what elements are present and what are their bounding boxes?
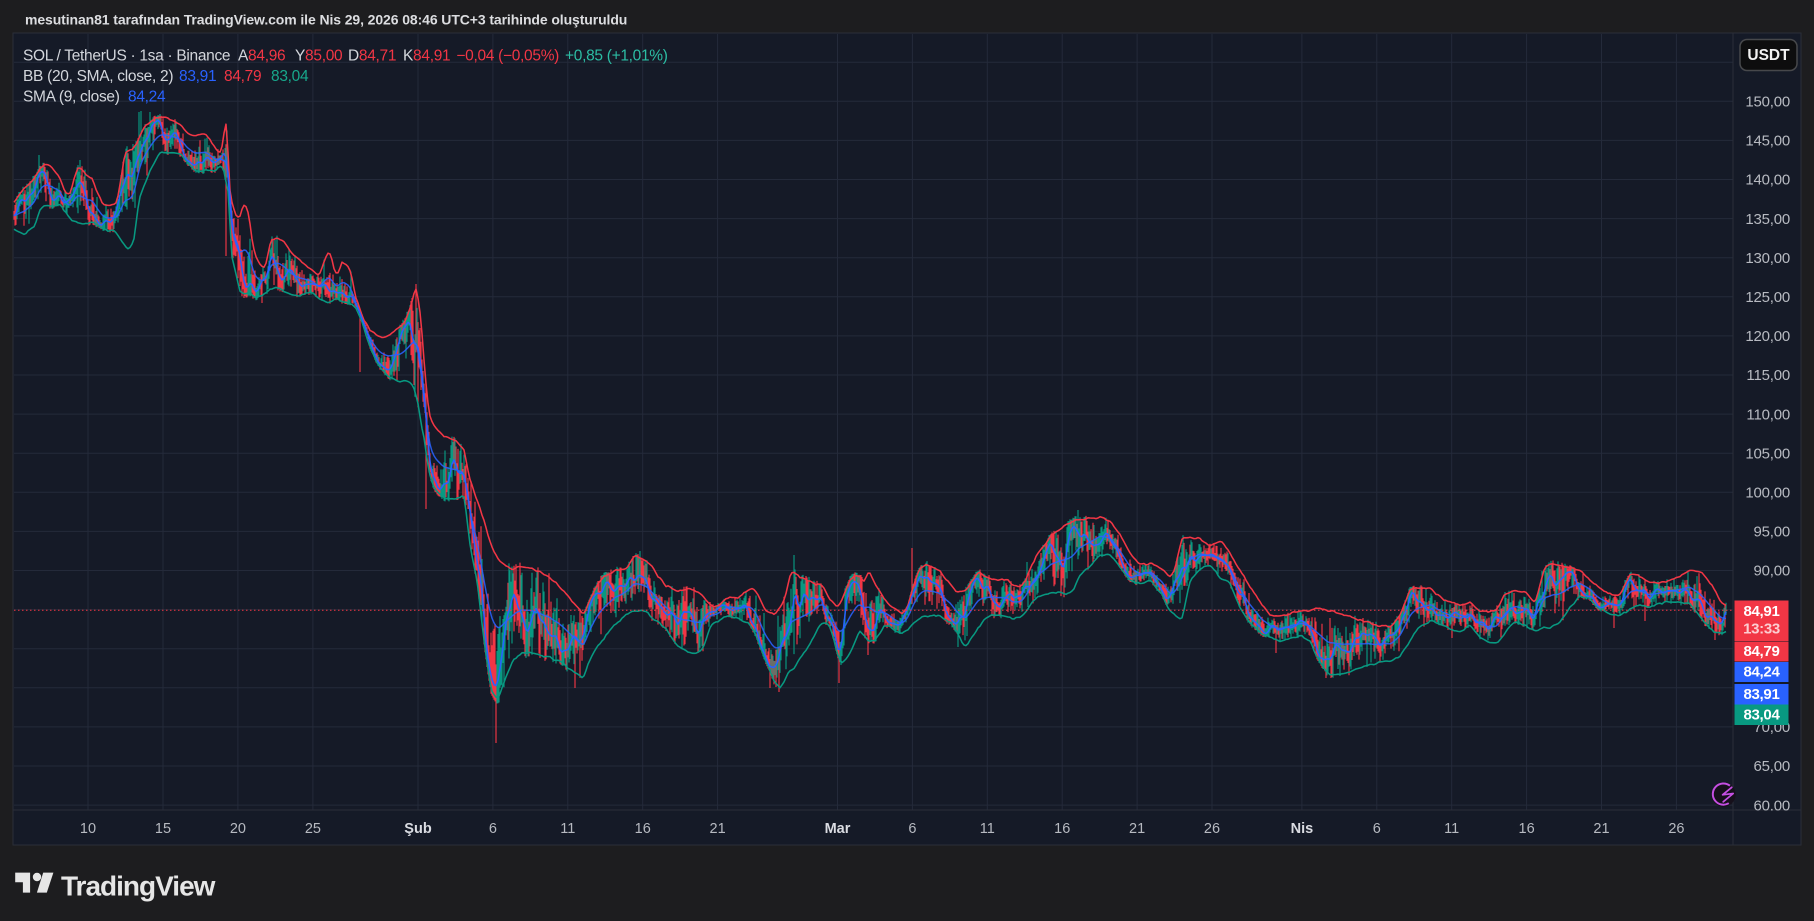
svg-text:65,00: 65,00 xyxy=(1753,758,1790,775)
svg-text:95,00: 95,00 xyxy=(1753,524,1790,541)
svg-text:Şub: Şub xyxy=(404,821,432,837)
svg-text:130,00: 130,00 xyxy=(1745,250,1790,267)
svg-text:10: 10 xyxy=(80,821,96,837)
svg-text:84,91: 84,91 xyxy=(1743,603,1779,620)
svg-text:Mar: Mar xyxy=(825,821,851,837)
svg-text:11: 11 xyxy=(980,821,995,837)
svg-text:90,00: 90,00 xyxy=(1753,563,1790,580)
svg-text:84,79: 84,79 xyxy=(1743,643,1779,660)
svg-text:TradingView: TradingView xyxy=(61,871,216,902)
svg-text:26: 26 xyxy=(1668,821,1684,837)
svg-text:26: 26 xyxy=(1204,821,1220,837)
svg-text:20: 20 xyxy=(230,821,246,837)
svg-text:83,04: 83,04 xyxy=(1743,707,1780,724)
svg-text:115,00: 115,00 xyxy=(1746,367,1790,384)
svg-text:100,00: 100,00 xyxy=(1745,485,1790,502)
svg-text:60.00: 60.00 xyxy=(1753,797,1790,814)
svg-text:mesutinan81 tarafından Trading: mesutinan81 tarafından TradingView.com i… xyxy=(25,12,627,28)
svg-text:21: 21 xyxy=(1593,821,1609,837)
svg-text:6: 6 xyxy=(1373,821,1381,837)
svg-text:110,00: 110,00 xyxy=(1746,406,1790,423)
svg-text:150,00: 150,00 xyxy=(1745,94,1790,111)
svg-text:140,00: 140,00 xyxy=(1745,172,1790,189)
svg-text:Nis: Nis xyxy=(1291,821,1314,837)
svg-text:USDT: USDT xyxy=(1747,47,1790,64)
svg-text:16: 16 xyxy=(1519,821,1535,837)
svg-text:83,91: 83,91 xyxy=(1743,686,1779,703)
svg-text:11: 11 xyxy=(1444,821,1459,837)
svg-text:6: 6 xyxy=(489,821,497,837)
svg-text:145,00: 145,00 xyxy=(1745,133,1790,150)
svg-text:25: 25 xyxy=(305,821,321,837)
svg-text:16: 16 xyxy=(635,821,651,837)
svg-text:105,00: 105,00 xyxy=(1745,445,1790,462)
svg-text:SOL / TetherUS · 1sa · Binance: SOL / TetherUS · 1sa · Binance A84,96 Y85,… xyxy=(23,48,668,65)
svg-text:6: 6 xyxy=(908,821,916,837)
svg-text:84,24: 84,24 xyxy=(1743,664,1780,681)
svg-text:21: 21 xyxy=(1129,821,1145,837)
svg-text:16: 16 xyxy=(1054,821,1070,837)
svg-text:21: 21 xyxy=(710,821,726,837)
svg-text:135,00: 135,00 xyxy=(1745,211,1790,228)
svg-text:11: 11 xyxy=(560,821,575,837)
svg-text:15: 15 xyxy=(155,821,171,837)
svg-text:125,00: 125,00 xyxy=(1745,289,1790,306)
svg-text:SMA (9, close)84,24: SMA (9, close) 84,24 xyxy=(23,89,166,106)
svg-text:13:33: 13:33 xyxy=(1743,621,1780,638)
svg-text:120,00: 120,00 xyxy=(1745,328,1790,345)
